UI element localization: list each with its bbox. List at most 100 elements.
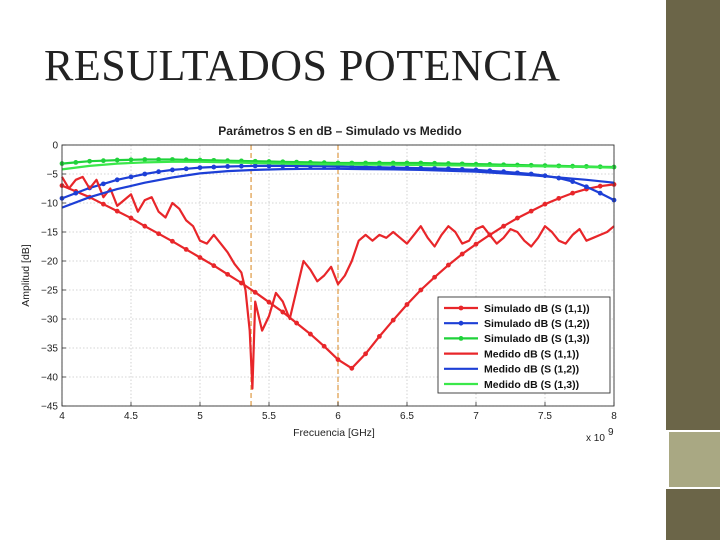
legend-label-5: Medido dB (S (1,2)) bbox=[484, 364, 579, 376]
data-point bbox=[128, 157, 134, 163]
decorative-bar-bottom bbox=[666, 489, 720, 540]
data-point bbox=[142, 223, 148, 229]
data-point bbox=[515, 215, 520, 221]
data-point bbox=[266, 299, 272, 305]
data-point bbox=[528, 208, 534, 214]
legend-label-6: Medido dB (S (1,3)) bbox=[484, 379, 579, 391]
x-tick-label: 4 bbox=[59, 411, 65, 422]
data-point bbox=[73, 160, 79, 165]
data-point bbox=[156, 169, 162, 175]
data-point bbox=[183, 247, 189, 252]
data-point bbox=[597, 190, 603, 196]
data-point bbox=[225, 271, 231, 277]
decorative-bar-middle bbox=[669, 432, 720, 487]
y-tick-label: −30 bbox=[41, 315, 58, 326]
y-tick-label: −15 bbox=[41, 228, 58, 239]
data-point bbox=[252, 289, 258, 295]
x-tick-label: 7.5 bbox=[538, 411, 552, 422]
data-point bbox=[225, 164, 231, 169]
s-parameter-chart: 4 4.5 5 5.5 6 6.5 7 7.5 8 0 −5 −10 −15 −20 −25 −30 −35 −4… bbox=[20, 124, 617, 444]
data-point bbox=[584, 184, 589, 190]
x-tick-label: 6.5 bbox=[400, 411, 414, 422]
data-point bbox=[114, 177, 120, 183]
data-point bbox=[170, 157, 175, 162]
data-point bbox=[308, 331, 313, 337]
legend: Simulado dB (S (1,1)) Simulado dB (S (1,2… bbox=[437, 296, 611, 394]
legend-label-1: Simulado dB (S (1,1)) bbox=[484, 303, 590, 315]
data-point bbox=[432, 274, 437, 280]
series-line-4 bbox=[61, 175, 615, 390]
data-point bbox=[377, 334, 382, 339]
legend-marker-2 bbox=[458, 320, 464, 326]
x-tick-label: 5 bbox=[197, 411, 203, 422]
data-point bbox=[294, 320, 299, 326]
data-point bbox=[570, 190, 575, 196]
series-line-6 bbox=[61, 160, 615, 171]
y-tick-label: 0 bbox=[52, 141, 58, 152]
x-tick-label: 7 bbox=[473, 411, 479, 422]
chart-title: Parámetros S en dB – Simulado vs Medido bbox=[218, 124, 461, 138]
data-point bbox=[170, 167, 175, 173]
series-line-5 bbox=[61, 167, 615, 209]
x-axis-exponent: x 10 bbox=[586, 433, 605, 444]
data-point bbox=[156, 157, 162, 162]
data-point bbox=[128, 174, 134, 180]
x-tick-label: 5.5 bbox=[262, 411, 276, 422]
legend-label-4: Medido dB (S (1,1)) bbox=[484, 348, 579, 360]
data-point bbox=[542, 201, 548, 207]
y-tick-label: −20 bbox=[41, 257, 58, 268]
data-point bbox=[556, 195, 562, 201]
y-tick-label: −35 bbox=[41, 344, 58, 355]
y-tick-label: −10 bbox=[41, 199, 58, 210]
data-point bbox=[418, 287, 424, 293]
legend-label-2: Simulado dB (S (1,2)) bbox=[484, 318, 590, 330]
x-tick-label: 8 bbox=[611, 411, 617, 422]
data-point bbox=[101, 181, 106, 187]
data-point bbox=[183, 166, 189, 172]
data-point bbox=[114, 208, 120, 214]
x-tick-label: 6 bbox=[335, 411, 341, 422]
y-axis-label: Amplitud [dB] bbox=[20, 244, 32, 307]
legend-label-3: Simulado dB (S (1,3)) bbox=[484, 333, 590, 345]
data-point bbox=[211, 263, 217, 269]
data-point bbox=[142, 171, 148, 177]
x-tick-label: 4.5 bbox=[124, 411, 138, 422]
y-tick-label: −5 bbox=[47, 170, 59, 181]
y-tick-label: −25 bbox=[41, 286, 58, 297]
decorative-bar-top bbox=[666, 0, 720, 430]
data-point bbox=[570, 179, 575, 184]
data-point bbox=[473, 241, 479, 247]
data-point bbox=[459, 251, 465, 257]
data-point bbox=[363, 351, 368, 357]
data-point bbox=[197, 255, 203, 260]
data-point bbox=[101, 158, 106, 164]
y-tick-label: −40 bbox=[41, 373, 58, 384]
data-point bbox=[156, 231, 162, 237]
legend-marker-3 bbox=[458, 336, 464, 341]
legend-box bbox=[437, 296, 611, 394]
data-point bbox=[239, 163, 244, 169]
data-point bbox=[211, 164, 217, 170]
data-point bbox=[501, 223, 506, 229]
data-point bbox=[142, 157, 148, 162]
data-point bbox=[446, 262, 451, 268]
data-point bbox=[390, 317, 396, 323]
data-point bbox=[114, 157, 120, 163]
data-point bbox=[280, 309, 286, 315]
data-point bbox=[73, 190, 79, 196]
data-point bbox=[170, 238, 175, 244]
data-point bbox=[404, 302, 410, 307]
data-point bbox=[349, 365, 355, 371]
data-point bbox=[128, 215, 134, 221]
data-point bbox=[197, 165, 203, 171]
x-axis-label: Frecuencia [GHz] bbox=[293, 427, 375, 439]
chart-figure: 4 4.5 5 5.5 6 6.5 7 7.5 8 0 −5 −10 −15 −20 −25 −30 −35 −4… bbox=[18, 116, 620, 446]
slide-title: RESULTADOS POTENCIA bbox=[44, 41, 561, 90]
x-axis-exponent-power: 9 bbox=[608, 427, 614, 438]
data-point bbox=[87, 158, 92, 164]
y-tick-label: −45 bbox=[41, 402, 58, 413]
data-point bbox=[321, 343, 327, 349]
legend-marker-1 bbox=[458, 305, 464, 311]
data-point bbox=[101, 201, 106, 207]
